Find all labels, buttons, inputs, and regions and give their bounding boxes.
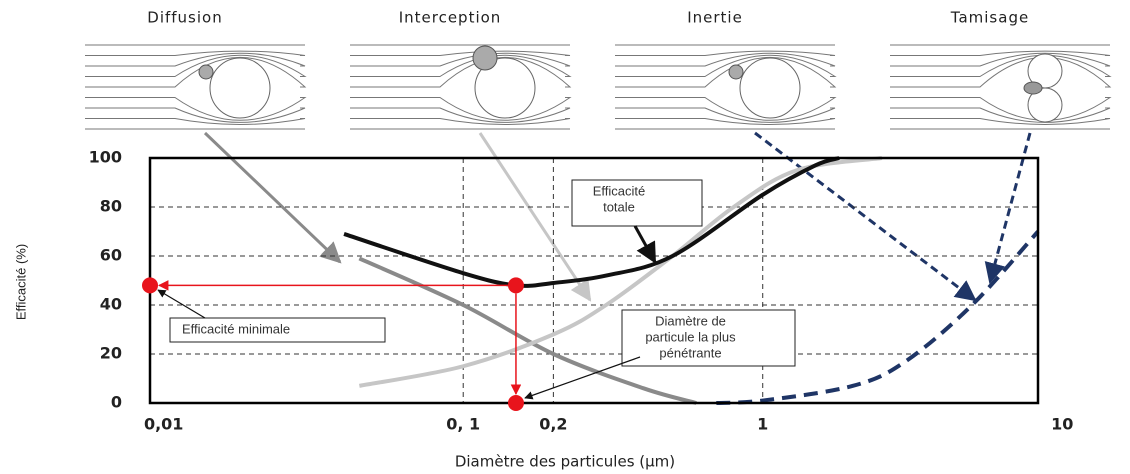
streamline (350, 98, 570, 121)
particle (729, 65, 743, 79)
annotation-text: Efficacité (593, 183, 646, 198)
y-tick-label: 60 (100, 246, 122, 265)
x-tick-label: 10 (1051, 415, 1073, 434)
y-tick-label: 40 (100, 295, 122, 314)
x-tick-label: 0,2 (539, 415, 567, 434)
x-tick-label: 0,01 (144, 415, 183, 434)
particle (199, 65, 213, 79)
annotation-text: Diamètre de (655, 313, 726, 328)
mechanism-title: Tamisage (950, 9, 1029, 27)
marker-point (142, 277, 158, 293)
annotation-arrow (525, 357, 640, 398)
streamline (85, 51, 305, 55)
streamline (85, 57, 305, 87)
mechanism-title: Inertie (687, 9, 743, 27)
particle (473, 46, 497, 70)
y-tick-label: 100 (89, 148, 122, 167)
annotation-text: Efficacité minimale (182, 321, 290, 336)
x-tick-label: 0, 1 (446, 415, 480, 434)
streamline (350, 51, 570, 55)
x-tick-label: 1 (757, 415, 768, 434)
chart: Diamètre des particules (µm) Efficacité … (0, 0, 1130, 474)
streamline (350, 57, 570, 87)
annotation-text: particule la plus (645, 329, 736, 344)
y-axis-label: Efficacité (%) (13, 244, 28, 320)
y-tick-label: 80 (100, 197, 122, 216)
annotation-text: totale (603, 199, 635, 214)
mechanism-title: Diffusion (147, 9, 222, 27)
streamline (615, 57, 835, 87)
marker-point (508, 395, 524, 411)
y-tick-label: 20 (100, 344, 122, 363)
marker-point (508, 277, 524, 293)
streamline (890, 57, 1110, 87)
annotation-arrow (635, 226, 655, 262)
mechanism-title: Interception (399, 9, 502, 27)
streamline (85, 98, 305, 121)
streamline (615, 51, 835, 55)
streamline (890, 51, 1110, 55)
annotation-arrow (158, 290, 205, 318)
annotation-text: pénétrante (659, 345, 721, 360)
particle (1024, 82, 1042, 94)
streamline (615, 98, 835, 121)
streamline (890, 98, 1110, 121)
collector (210, 58, 270, 118)
x-axis-label: Diamètre des particules (µm) (455, 453, 675, 471)
collector (740, 58, 800, 118)
y-tick-label: 0 (111, 393, 122, 412)
pointer-arrow (205, 133, 340, 262)
